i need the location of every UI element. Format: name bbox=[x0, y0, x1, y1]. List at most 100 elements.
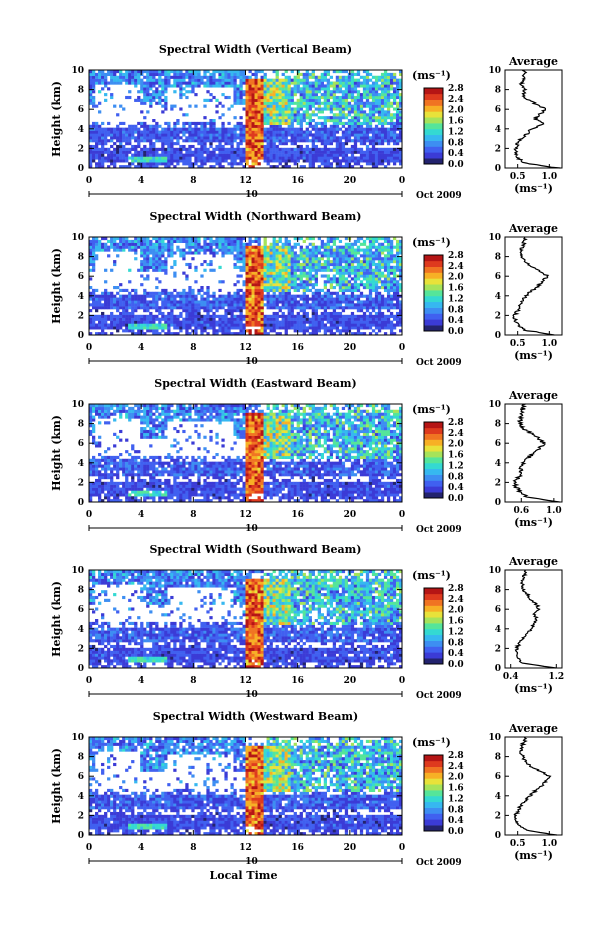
heatmap-cell bbox=[242, 254, 245, 257]
heatmap-cell bbox=[303, 254, 306, 257]
heatmap-cell bbox=[212, 131, 215, 134]
heatmap-cell bbox=[182, 79, 185, 82]
heatmap-cell bbox=[170, 249, 173, 252]
heatmap-cell bbox=[164, 122, 167, 125]
colorbar-tick-label: 0.4 bbox=[448, 149, 464, 159]
heatmap-cell bbox=[297, 329, 300, 332]
heatmap-cell bbox=[333, 96, 336, 99]
heatmap-cell bbox=[327, 295, 330, 298]
heatmap-cell bbox=[300, 329, 303, 332]
heatmap-cell bbox=[270, 251, 273, 254]
heatmap-cell bbox=[276, 295, 279, 298]
heatmap-cell bbox=[342, 254, 345, 257]
heatmap-cell bbox=[351, 73, 354, 76]
heatmap-cell bbox=[152, 303, 155, 306]
heatmap-cell bbox=[236, 87, 239, 90]
heatmap-cell bbox=[197, 156, 200, 159]
heatmap-cell bbox=[351, 292, 354, 295]
heatmap-cell bbox=[345, 154, 348, 157]
heatmap-cell bbox=[387, 133, 390, 136]
heatmap-cell bbox=[285, 156, 288, 159]
heatmap-cell bbox=[387, 107, 390, 110]
heatmap-cell bbox=[357, 269, 360, 272]
heatmap-cell bbox=[351, 159, 354, 162]
heatmap-cell bbox=[236, 76, 239, 79]
heatmap-cell bbox=[369, 116, 372, 119]
heatmap-cell bbox=[300, 280, 303, 283]
heatmap-cell bbox=[167, 162, 170, 165]
heatmap-cell bbox=[143, 298, 146, 301]
heatmap-cell bbox=[176, 84, 179, 87]
heatmap-cell bbox=[276, 96, 279, 99]
heatmap-cell bbox=[258, 323, 261, 326]
heatmap-cell bbox=[303, 292, 306, 295]
heatmap-cell bbox=[233, 133, 236, 136]
heatmap-cell bbox=[390, 148, 393, 151]
heatmap-cell bbox=[327, 73, 330, 76]
heatmap-cell bbox=[203, 246, 206, 249]
heatmap-cell bbox=[113, 151, 116, 154]
heatmap-cell bbox=[164, 148, 167, 151]
heatmap-cell bbox=[107, 133, 110, 136]
heatmap-cell bbox=[246, 90, 249, 93]
x-tick-label: 8 bbox=[190, 176, 196, 186]
heatmap-cell bbox=[149, 249, 152, 252]
heatmap-cell bbox=[333, 300, 336, 303]
heatmap-cell bbox=[206, 136, 209, 139]
heatmap-cell bbox=[333, 99, 336, 102]
heatmap-cell bbox=[327, 312, 330, 315]
heatmap-cell bbox=[360, 263, 363, 266]
colorbar-tick-label: 2.4 bbox=[448, 95, 464, 105]
heatmap-cell bbox=[267, 315, 270, 318]
heatmap-cell bbox=[303, 148, 306, 151]
heatmap-cell bbox=[101, 315, 104, 318]
heatmap-cell bbox=[104, 142, 107, 145]
heatmap-cell bbox=[92, 303, 95, 306]
heatmap-cell bbox=[357, 131, 360, 134]
heatmap-cell bbox=[366, 151, 369, 154]
heatmap-cell bbox=[315, 257, 318, 260]
heatmap-cell bbox=[396, 139, 399, 142]
heatmap-cell bbox=[357, 323, 360, 326]
heatmap-cell bbox=[273, 99, 276, 102]
heatmap-cell bbox=[348, 306, 351, 309]
heatmap-cell bbox=[315, 298, 318, 301]
heatmap-cell bbox=[330, 240, 333, 243]
heatmap-cell bbox=[276, 321, 279, 324]
heatmap-cell bbox=[351, 269, 354, 272]
heatmap-cell bbox=[321, 326, 324, 329]
heatmap-cell bbox=[297, 306, 300, 309]
heatmap-cell bbox=[110, 312, 113, 315]
heatmap-cell bbox=[161, 79, 164, 82]
heatmap-cell bbox=[306, 280, 309, 283]
heatmap-cell bbox=[155, 73, 158, 76]
heatmap-cell bbox=[375, 99, 378, 102]
heatmap-cell bbox=[393, 73, 396, 76]
heatmap-cell bbox=[327, 148, 330, 151]
heatmap-cell bbox=[236, 142, 239, 145]
heatmap-cell bbox=[249, 266, 252, 269]
heatmap-cell bbox=[122, 240, 125, 243]
heatmap-cell bbox=[312, 277, 315, 280]
heatmap-cell bbox=[387, 99, 390, 102]
heatmap-cell bbox=[351, 128, 354, 131]
heatmap-cell bbox=[149, 263, 152, 266]
heatmap-cell bbox=[306, 76, 309, 79]
heatmap-cell bbox=[182, 298, 185, 301]
heatmap-cell bbox=[378, 280, 381, 283]
heatmap-cell bbox=[167, 251, 170, 254]
heatmap-cell bbox=[366, 257, 369, 260]
heatmap-cell bbox=[300, 323, 303, 326]
heatmap-cell bbox=[264, 295, 267, 298]
heatmap-cell bbox=[285, 323, 288, 326]
heatmap-cell bbox=[170, 145, 173, 148]
heatmap-cell bbox=[161, 139, 164, 142]
heatmap-cell bbox=[372, 110, 375, 113]
heatmap-cell bbox=[200, 323, 203, 326]
heatmap-cell bbox=[279, 82, 282, 85]
heatmap-cell bbox=[119, 154, 122, 157]
heatmap-cell bbox=[101, 329, 104, 332]
heatmap-cell bbox=[188, 323, 191, 326]
heatmap-cell bbox=[354, 295, 357, 298]
heatmap-cell bbox=[375, 90, 378, 93]
